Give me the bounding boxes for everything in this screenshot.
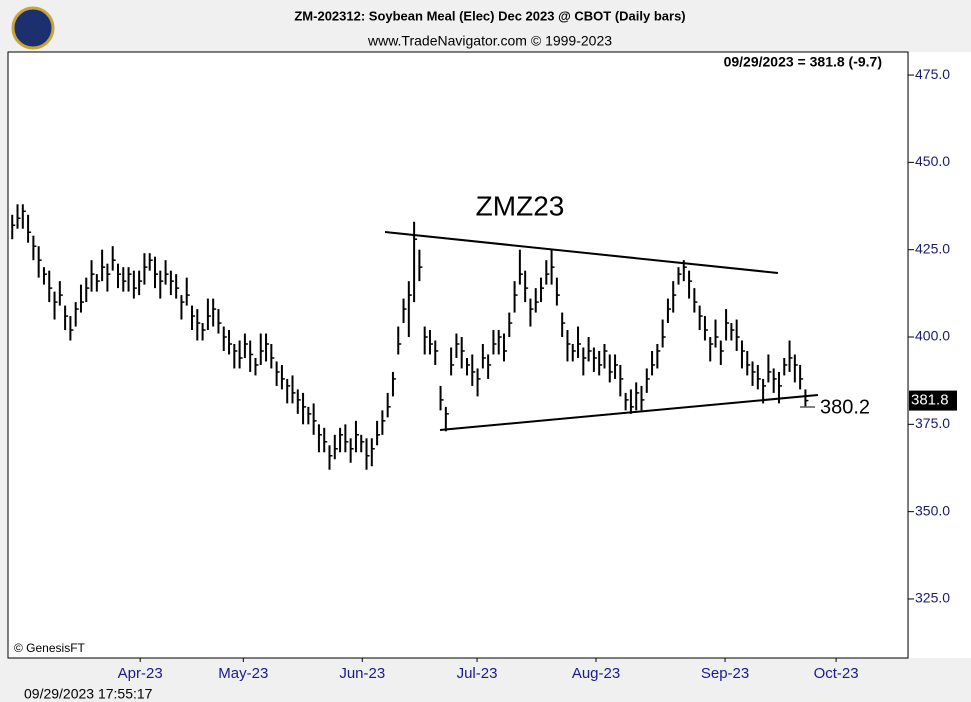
chart-title: ZM-202312: Soybean Meal (Elec) Dec 2023 … [294,8,685,23]
last-price-label: 381.8 [911,392,949,409]
x-tick-label: Apr-23 [118,665,163,682]
logo [11,6,55,50]
plot-area [7,51,909,659]
header-note: 09/29/2023 = 381.8 (-9.7) [724,54,882,70]
axis-area [909,52,971,658]
y-tick-label: 450.0 [915,153,950,169]
x-tick-label: Aug-23 [572,665,620,682]
pattern-label: ZMZ23 [476,190,565,221]
y-tick-label: 425.0 [915,240,950,256]
y-tick-label: 475.0 [915,66,950,82]
y-tick-label: 400.0 [915,328,950,344]
x-tick-label: Jul-23 [457,665,498,682]
x-tick-label: Jun-23 [339,665,385,682]
x-tick-label: May-23 [218,665,268,682]
y-tick-label: 325.0 [915,590,950,606]
trendline-upper [384,231,779,274]
y-tick-label: 350.0 [915,502,950,518]
chart-subtitle: www.TradeNavigator.com © 1999-2023 [367,33,612,49]
timestamp: 09/29/2023 17:55:17 [24,686,153,702]
trendline-lower [439,394,819,431]
x-tick-label: Sep-23 [701,665,749,682]
y-tick-label: 375.0 [915,415,950,431]
last-price-box [909,390,957,411]
credit: © GenesisFT [14,641,86,655]
x-tick-label: Oct-23 [814,665,859,682]
bars [11,204,809,470]
support-label: 380.2 [820,396,870,418]
